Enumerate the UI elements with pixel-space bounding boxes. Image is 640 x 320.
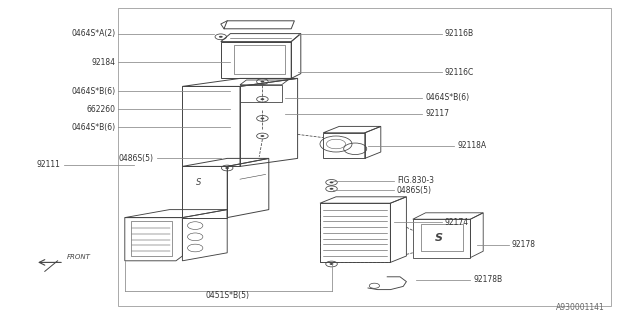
Bar xyxy=(118,8,611,306)
Circle shape xyxy=(225,167,229,169)
Text: 0464S*B(6): 0464S*B(6) xyxy=(71,123,115,132)
Circle shape xyxy=(219,36,223,38)
Text: FRONT: FRONT xyxy=(67,254,91,260)
Text: A930001141: A930001141 xyxy=(556,303,605,312)
Bar xyxy=(421,224,463,251)
Text: 0464S*B(6): 0464S*B(6) xyxy=(71,87,115,96)
Text: 0486S(5): 0486S(5) xyxy=(118,154,154,163)
Circle shape xyxy=(330,181,333,183)
Text: 92116B: 92116B xyxy=(445,29,474,38)
Text: 92111: 92111 xyxy=(37,160,61,169)
Text: 0464S*B(6): 0464S*B(6) xyxy=(426,93,470,102)
Text: 0451S*B(5): 0451S*B(5) xyxy=(205,291,249,300)
Text: 92118A: 92118A xyxy=(458,141,487,150)
Text: S: S xyxy=(435,233,442,244)
Text: 92117: 92117 xyxy=(426,109,450,118)
Text: 92178B: 92178B xyxy=(474,276,503,284)
Text: 0464S*A(2): 0464S*A(2) xyxy=(71,29,115,38)
Circle shape xyxy=(260,98,264,100)
Text: FIG.830-3: FIG.830-3 xyxy=(397,176,434,185)
Text: S: S xyxy=(196,178,201,187)
Circle shape xyxy=(330,188,333,190)
Text: 92116C: 92116C xyxy=(445,68,474,76)
Circle shape xyxy=(330,263,333,265)
Text: 92178: 92178 xyxy=(512,240,536,249)
Text: 92184: 92184 xyxy=(91,58,115,67)
Circle shape xyxy=(260,117,264,119)
Circle shape xyxy=(260,81,264,83)
Text: 92174: 92174 xyxy=(445,218,469,227)
Text: 662260: 662260 xyxy=(86,105,115,114)
Text: 0486S(5): 0486S(5) xyxy=(397,186,432,195)
Circle shape xyxy=(260,135,264,137)
